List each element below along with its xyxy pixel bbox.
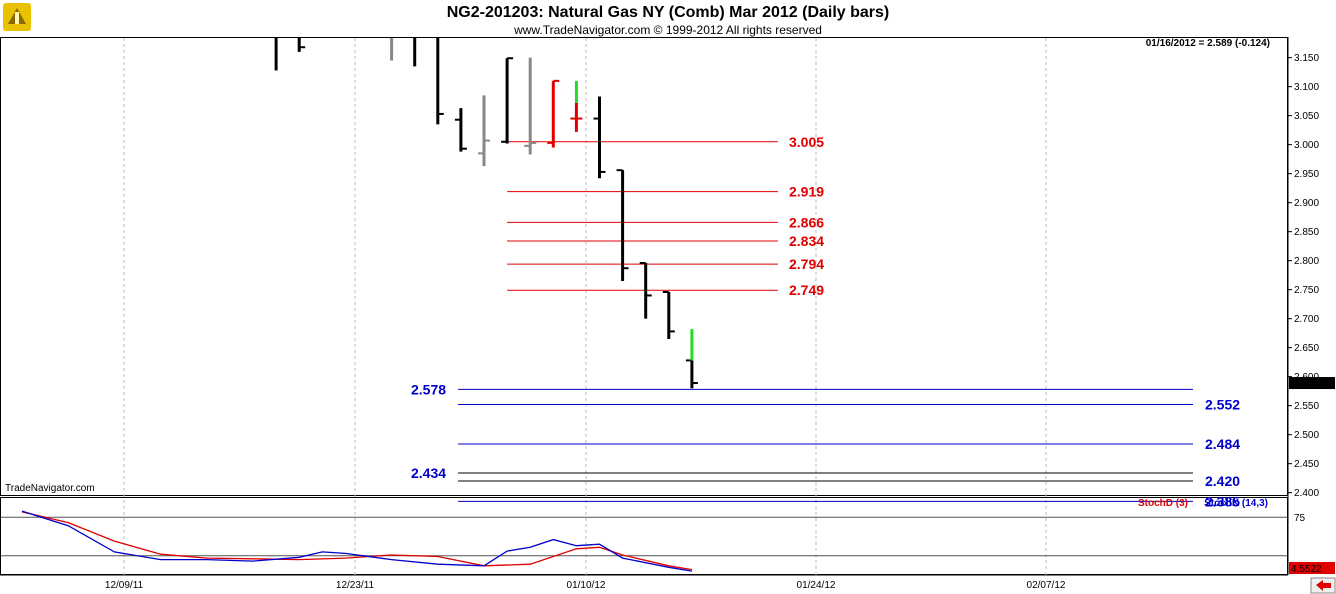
y-tick-label: 2.400 — [1294, 488, 1319, 499]
price-bars-layer — [274, 38, 698, 389]
x-tick-label: 02/07/12 — [1027, 580, 1066, 591]
legend-stochd: StochD (3) — [1138, 498, 1188, 509]
y-tick-label: 3.100 — [1294, 82, 1319, 93]
y-tick-label: 3.150 — [1294, 53, 1319, 64]
y-tick-label: 3.000 — [1294, 140, 1319, 151]
resistance-label: 2.866 — [789, 214, 824, 230]
x-tick-label: 01/10/12 — [567, 580, 606, 591]
support-label: 2.420 — [1205, 473, 1240, 489]
y-tick-label: 2.850 — [1294, 227, 1319, 238]
stochastic-layer: 75 4.5522 — [1, 510, 1335, 575]
scroll-arrow-button[interactable] — [1310, 577, 1336, 594]
arrow-left-icon — [1316, 580, 1331, 591]
y-tick-label: 2.950 — [1294, 169, 1319, 180]
y-tick-label: 2.450 — [1294, 459, 1319, 470]
last-value-readout: 01/16/2012 = 2.589 (-0.124) — [1146, 38, 1270, 49]
axis-labels-layer: 12/09/11 12/23/11 01/10/12 01/24/12 02/07/12… — [105, 53, 1335, 591]
resistance-label: 2.919 — [789, 184, 824, 200]
y-tick-label: 2.650 — [1294, 343, 1319, 354]
legend-stochk: StochK (14,3) — [1204, 498, 1268, 509]
y-tick-label: 2.800 — [1294, 256, 1319, 267]
resistance-label: 3.005 — [789, 134, 824, 150]
resistance-label: 2.794 — [789, 256, 824, 272]
grid-layer — [123, 38, 1047, 575]
stoch-series-line — [21, 510, 693, 572]
support-label: 2.434 — [411, 465, 446, 481]
stoch-tick-label: 75 — [1294, 513, 1306, 524]
resistance-label: 2.834 — [789, 233, 824, 249]
x-tick-label: 01/24/12 — [797, 580, 836, 591]
y-tick-label: 2.700 — [1294, 314, 1319, 325]
support-label: 2.385 — [1205, 493, 1240, 509]
chart-title: NG2-201203: Natural Gas NY (Comb) Mar 20… — [447, 4, 890, 21]
last-value-tag — [1289, 377, 1335, 390]
tradenavigator-logo-icon — [3, 3, 31, 31]
y-tick-label: 2.900 — [1294, 198, 1319, 209]
last-value-label: 2.589 — [1292, 379, 1317, 390]
y-tick-label: 2.500 — [1294, 430, 1319, 441]
stoch-last-value-tag — [1289, 562, 1335, 574]
support-label: 2.578 — [411, 381, 446, 397]
price-panel-frame — [0, 37, 1288, 496]
stoch-last-value-label: 4.5522 — [1291, 564, 1322, 575]
watermark-label: TradeNavigator.com — [5, 483, 95, 494]
x-tick-label: 12/09/11 — [105, 580, 144, 591]
support-label: 2.552 — [1205, 397, 1240, 413]
y-tick-label: 2.750 — [1294, 285, 1319, 296]
level-lines-layer: 3.005 2.919 2.866 2.834 2.794 2.749 2.578 2.552… — [411, 134, 1240, 510]
y-tick-label: 2.550 — [1294, 401, 1319, 412]
resistance-label: 2.749 — [789, 282, 824, 298]
stoch-series-line — [21, 511, 693, 571]
copyright-notice: www.TradeNavigator.com © 1999-2012 All r… — [513, 23, 822, 37]
x-tick-label: 12/23/11 — [336, 580, 375, 591]
support-label: 2.484 — [1205, 436, 1240, 452]
y-tick-label: 3.050 — [1294, 111, 1319, 122]
